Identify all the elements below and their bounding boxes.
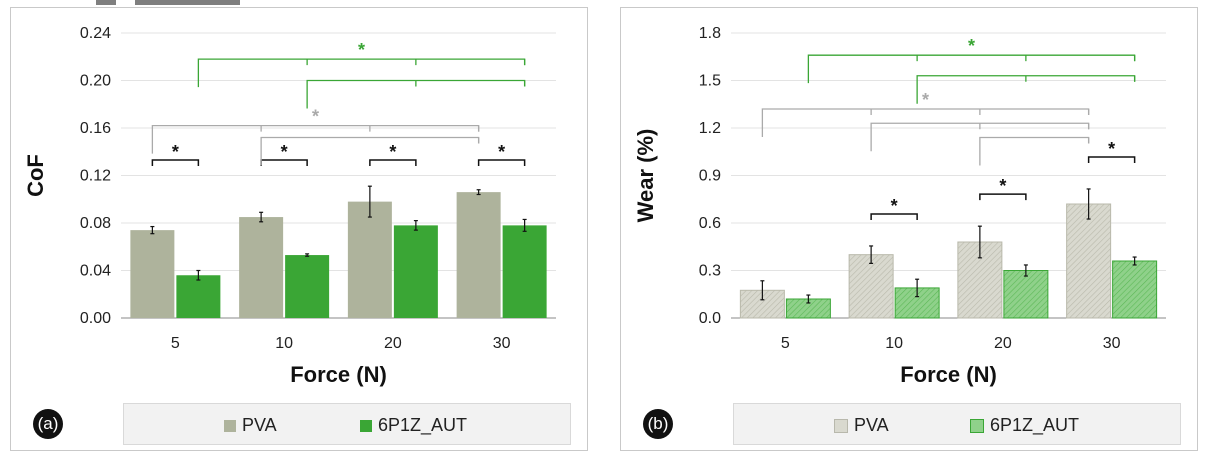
group-star: * xyxy=(968,36,975,56)
group-star: * xyxy=(312,107,319,127)
panel-label-b: (b) xyxy=(643,409,673,439)
legend-item-pva-b: PVA xyxy=(834,415,889,436)
bar-pva xyxy=(347,201,392,318)
pair-star: * xyxy=(891,196,898,216)
y-tick-label: 0.3 xyxy=(699,263,721,280)
legend-swatch-6p1z-a xyxy=(360,419,372,432)
pair-star: * xyxy=(498,142,505,162)
x-tick-label: 5 xyxy=(171,335,180,352)
group-star: * xyxy=(922,90,929,110)
pair-bracket xyxy=(151,159,200,166)
y-tick-label: 1.2 xyxy=(699,120,721,137)
y-tick-label: 0.04 xyxy=(80,263,111,280)
x-tick-label: 20 xyxy=(994,335,1012,352)
y-tick-label: 0.12 xyxy=(80,168,111,185)
x-tick-label: 10 xyxy=(885,335,903,352)
y-tick-label: 0.00 xyxy=(80,310,111,327)
pair-star: * xyxy=(172,142,179,162)
legend-label-6p1z-b: 6P1Z_AUT xyxy=(990,415,1080,435)
bar-pva xyxy=(456,192,501,318)
legend-item-6p1z-a: 6P1Z_AUT xyxy=(360,415,467,436)
pair-star: * xyxy=(1108,139,1115,159)
pair-star: * xyxy=(999,176,1006,196)
y-tick-label: 0.0 xyxy=(699,310,721,327)
bar-pva xyxy=(130,230,175,318)
x-tick-label: 10 xyxy=(275,335,293,352)
pair-star: * xyxy=(281,142,288,162)
group-star: * xyxy=(358,40,365,60)
group-bracket xyxy=(807,54,1136,84)
legend-b: PVA 6P1Z_AUT xyxy=(733,403,1181,445)
bar-pva xyxy=(848,254,894,319)
y-tick-label: 1.8 xyxy=(699,25,721,42)
y-axis-title: Wear (%) xyxy=(633,129,658,223)
bar-6p1z_aut xyxy=(1003,270,1049,319)
pair-bracket xyxy=(369,159,417,166)
bar-6p1z_aut xyxy=(502,225,547,318)
bar-6p1z_aut xyxy=(176,275,221,318)
x-axis-title: Force (N) xyxy=(290,362,387,387)
x-tick-label: 30 xyxy=(493,335,511,352)
bar-6p1z_aut xyxy=(1112,260,1158,319)
pair-bracket xyxy=(477,159,526,166)
legend-label-6p1z-a: 6P1Z_AUT xyxy=(378,415,468,435)
legend-a: PVA 6P1Z_AUT xyxy=(123,403,571,445)
panel-label-a: (a) xyxy=(33,409,63,439)
group-bracket xyxy=(979,136,1090,166)
bar-pva xyxy=(239,217,284,318)
top-bar-right xyxy=(135,0,240,5)
panel-a: 0.00 0.04 0.08 0.12 0.16 0.20 0.24 5 10 20 30 Force… xyxy=(10,7,588,451)
y-tick-label: 1.5 xyxy=(699,73,721,90)
group-bracket xyxy=(151,124,480,154)
legend-swatch-6p1z-b xyxy=(970,418,984,433)
x-axis-title: Force (N) xyxy=(900,362,997,387)
pair-star: * xyxy=(389,142,396,162)
legend-label-pva-a: PVA xyxy=(242,415,277,435)
legend-label-pva-b: PVA xyxy=(854,415,889,435)
pair-bracket xyxy=(870,213,918,220)
bar-6p1z_aut xyxy=(285,255,330,318)
legend-swatch-pva-a xyxy=(224,419,236,432)
top-bar-left xyxy=(96,0,116,5)
pair-bracket xyxy=(979,193,1027,201)
y-tick-label: 0.16 xyxy=(80,120,111,137)
x-tick-label: 20 xyxy=(384,335,402,352)
bar-pva xyxy=(1066,203,1112,319)
legend-item-pva-a: PVA xyxy=(224,415,277,436)
x-tick-label: 5 xyxy=(781,335,790,352)
y-tick-label: 0.24 xyxy=(80,25,111,42)
y-tick-label: 0.20 xyxy=(80,73,111,90)
bar-6p1z_aut xyxy=(393,225,438,318)
group-bracket xyxy=(197,58,526,88)
y-tick-label: 0.9 xyxy=(699,168,721,185)
x-tick-label: 30 xyxy=(1103,335,1121,352)
panel-b: 0.0 0.3 0.6 0.9 1.2 1.5 1.8 5 10 20 30 Force (N) Wea… xyxy=(620,7,1198,451)
chart-b: 0.0 0.3 0.6 0.9 1.2 1.5 1.8 5 10 20 30 Force (N) Wea… xyxy=(633,25,1166,387)
y-axis-title: CoF xyxy=(23,154,48,197)
legend-swatch-pva-b xyxy=(834,418,848,433)
y-tick-label: 0.08 xyxy=(80,215,111,232)
chart-a: 0.00 0.04 0.08 0.12 0.16 0.20 0.24 5 10 20 30 Force… xyxy=(23,25,556,387)
pair-bracket xyxy=(1087,156,1136,163)
y-tick-label: 0.6 xyxy=(699,215,721,232)
legend-item-6p1z-b: 6P1Z_AUT xyxy=(970,415,1079,436)
